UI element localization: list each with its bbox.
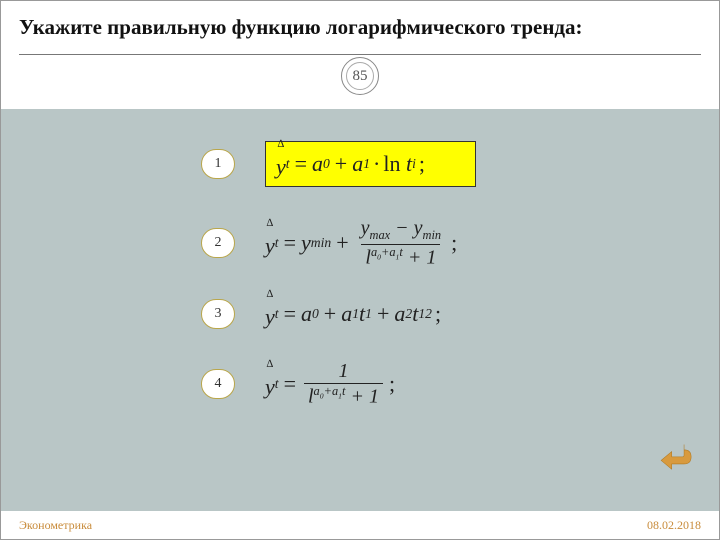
footer: Эконометрика 08.02.2018 xyxy=(1,511,719,539)
option-badge-1[interactable]: 1 xyxy=(201,149,235,179)
body-area: 1 yt=a0+a1·ln ti; 2 yt=ymin+ ymax − ymin… xyxy=(1,109,719,511)
return-icon[interactable] xyxy=(659,441,695,471)
title-area: Укажите правильную функцию логарифмическ… xyxy=(1,1,719,50)
page-number: 85 xyxy=(346,62,374,90)
option-row-1: 1 yt=a0+a1·ln ti; xyxy=(201,141,719,187)
slide-title: Укажите правильную функцию логарифмическ… xyxy=(19,15,701,40)
formula-2: yt=ymin+ ymax − ymin la0+a1t + 1 ; xyxy=(265,217,457,268)
option-badge-2[interactable]: 2 xyxy=(201,228,235,258)
option-badge-4[interactable]: 4 xyxy=(201,369,235,399)
options-list: 1 yt=a0+a1·ln ti; 2 yt=ymin+ ymax − ymin… xyxy=(1,141,719,408)
option-row-3: 3 yt=a0+a1t1+a2t12; xyxy=(201,298,719,330)
formula-1: yt=a0+a1·ln ti; xyxy=(265,141,476,187)
footer-right: 08.02.2018 xyxy=(647,518,701,533)
footer-left: Эконометрика xyxy=(19,518,92,533)
option-badge-3[interactable]: 3 xyxy=(201,299,235,329)
formula-3: yt=a0+a1t1+a2t12; xyxy=(265,298,441,330)
formula-4: yt= 1 la0+a1t + 1 ; xyxy=(265,360,395,408)
badge-row: 85 xyxy=(1,55,719,105)
option-row-4: 4 yt= 1 la0+a1t + 1 ; xyxy=(201,360,719,408)
slide: Укажите правильную функцию логарифмическ… xyxy=(0,0,720,540)
page-number-badge: 85 xyxy=(341,57,379,95)
option-row-2: 2 yt=ymin+ ymax − ymin la0+a1t + 1 ; xyxy=(201,217,719,268)
